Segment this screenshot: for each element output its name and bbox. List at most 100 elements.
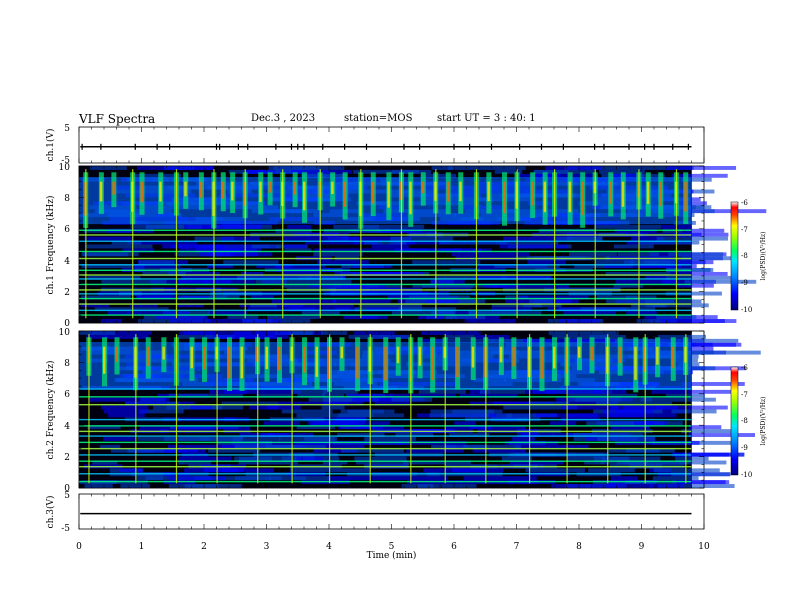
noise-cell (625, 448, 660, 453)
noise-cell (418, 389, 466, 394)
ch3-ytick-bottom: -5 (61, 524, 70, 534)
noise-cell (332, 299, 391, 304)
noise-cell (659, 260, 714, 265)
noise-cell (100, 405, 149, 410)
ch1-ytick-top: 5 (64, 124, 70, 134)
spectral-line (79, 234, 692, 236)
noise-cell (351, 264, 393, 269)
noise-cell (130, 303, 158, 308)
noise-cell (506, 413, 558, 418)
noise-cell (522, 303, 562, 308)
burst-core (590, 346, 593, 361)
noise-cell (499, 244, 568, 249)
noise-cell (684, 279, 757, 284)
burst-core (384, 346, 387, 381)
burst-core (268, 181, 272, 193)
noise-cell (395, 433, 434, 437)
ch3-waveform-panel (78, 493, 705, 530)
ch2-freq-tick-2: 2 (64, 453, 70, 463)
spectral-line (79, 297, 692, 300)
noise-cell (523, 338, 550, 343)
burst-core (159, 181, 162, 202)
noise-cell (333, 224, 379, 229)
spectral-line (79, 289, 692, 291)
noise-cell (586, 421, 643, 426)
noise-cell (533, 169, 568, 174)
ch2-freq-tick-6: 6 (64, 390, 70, 400)
burst-line (88, 334, 90, 484)
noise-cell (314, 248, 382, 253)
burst-core (609, 181, 612, 204)
noise-cell (337, 433, 385, 437)
noise-cell (657, 334, 707, 339)
noise-cell (431, 166, 454, 170)
noise-cell (445, 315, 486, 320)
burst-line (244, 169, 246, 319)
noise-cell (374, 401, 411, 406)
ch3-waveform-ylabel: ch.3(V) (45, 496, 56, 529)
noise-cell (127, 240, 197, 245)
noise-cell (615, 279, 679, 284)
noise-cell (100, 319, 122, 323)
spectral-line (79, 250, 692, 253)
burst-core (540, 346, 543, 379)
burst-core (471, 346, 475, 368)
noise-cell (588, 468, 635, 473)
noise-cell (606, 413, 677, 418)
noise-cell (153, 405, 223, 410)
noise-cell (322, 460, 348, 465)
noise-cell (672, 452, 729, 457)
noise-cell (87, 275, 141, 280)
ch2-colorbar (730, 366, 739, 476)
noise-cell (170, 244, 224, 249)
noise-cell (87, 425, 121, 430)
burst-line (554, 169, 556, 319)
noise-cell (250, 295, 274, 300)
noise-cell (406, 448, 464, 453)
noise-cell (125, 401, 167, 406)
noise-cell (304, 436, 335, 441)
noise-cell (681, 429, 737, 434)
noise-cell (278, 401, 350, 406)
noise-cell (207, 319, 283, 323)
burst-core (459, 181, 462, 202)
noise-cell (656, 405, 728, 410)
noise-cell (364, 240, 407, 245)
noise-cell (605, 271, 671, 276)
ch1-waveform-trace (80, 143, 692, 150)
ch1-waveform-panel (78, 126, 705, 164)
burst-line (216, 334, 218, 484)
noise-cell (220, 236, 260, 241)
xtick-9: 9 (639, 542, 645, 552)
noise-cell (569, 252, 617, 257)
noise-cell (316, 421, 390, 426)
noise-cell (567, 413, 645, 418)
noise-cell (403, 460, 471, 465)
burst-core (418, 346, 422, 366)
noise-cell (482, 283, 507, 288)
axis-ticks (78, 127, 705, 529)
spectral-line (79, 425, 692, 427)
noise-cell (645, 303, 668, 308)
noise-cell (133, 173, 181, 178)
noise-cell (79, 331, 116, 335)
noise-cell (179, 248, 257, 253)
noise-cell (561, 405, 619, 410)
noise-cell (86, 334, 108, 339)
noise-cell (227, 315, 259, 320)
noise-cell (274, 331, 314, 335)
noise-cell (338, 413, 404, 418)
noise-cell (351, 397, 403, 402)
burst-line (644, 334, 646, 484)
ch1-cbar-tick-6: -6 (741, 199, 748, 207)
noise-cell (501, 456, 533, 461)
burst-core (228, 346, 231, 379)
ch1-ytick-bottom: -5 (61, 156, 70, 166)
noise-cell (503, 405, 578, 410)
noise-cell (610, 476, 638, 481)
ch1-freq-tick-10: 10 (59, 163, 71, 173)
ch1-freq-tick-4: 4 (64, 257, 70, 267)
noise-cell (241, 271, 263, 276)
ch2-spectrogram-ylabel: ch.2 Frequency (kHz) (45, 361, 56, 460)
burst-line (282, 169, 284, 319)
